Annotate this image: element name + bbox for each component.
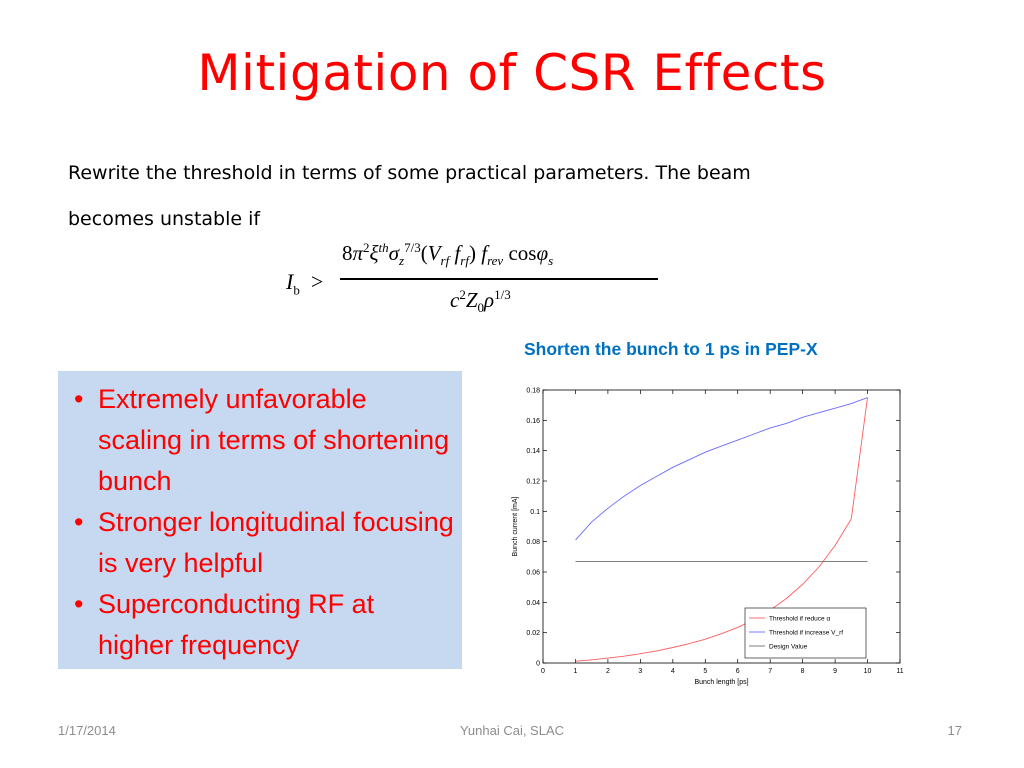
formula-lhs-subscript: b (293, 282, 300, 298)
bullet-dot: • (74, 384, 84, 414)
y-tick-label: 0.12 (526, 479, 540, 486)
bullet-item: • Superconducting RF at higher frequency (70, 584, 456, 666)
x-tick-label: 9 (833, 668, 837, 675)
y-tick-label: 0.1 (530, 509, 540, 516)
y-axis-label: Bunch current [mA] (512, 496, 519, 556)
x-tick-label: 8 (801, 668, 805, 675)
x-tick-label: 4 (671, 668, 675, 675)
formula-fraction-bar (340, 278, 658, 280)
x-tick-label: 5 (703, 668, 707, 675)
bullet-text: Superconducting RF at higher frequency (98, 589, 375, 660)
intro-line-1: Rewrite the threshold in terms of some p… (68, 162, 751, 184)
bullet-text: Stronger longitudinal focusing is very h… (98, 507, 454, 578)
chart-caption: Shorten the bunch to 1 ps in PEP-X (524, 339, 818, 359)
y-tick-label: 0.06 (526, 570, 540, 577)
footer-date: 1/17/2014 (58, 723, 116, 738)
threshold-formula: Ib > 8π2ξthσz7/3(Vrf frf) frev cosφs c2Z… (286, 236, 686, 326)
series-line-1 (575, 397, 868, 662)
x-tick-label: 6 (736, 668, 740, 675)
intro-text: Rewrite the threshold in terms of some p… (68, 150, 968, 242)
bullet-item: • Stronger longitudinal focusing is very … (70, 502, 456, 584)
y-tick-label: 0.14 (526, 448, 540, 455)
threshold-chart: 0 1 2 3 4 5 6 7 8 9 10 11 0 0.02 0.04 0.06 0.08 0.1 0.12 0.… (512, 388, 904, 687)
y-tick-label: 0.08 (526, 539, 540, 546)
x-axis-label: Bunch length [ps] (694, 679, 748, 686)
bullet-list: • Extremely unfavorable scaling in terms … (70, 379, 456, 666)
bullet-box: • Extremely unfavorable scaling in terms … (58, 371, 462, 669)
bullet-dot: • (74, 589, 84, 619)
legend-label: Design Value (769, 644, 808, 651)
bullet-text: Extremely unfavorable scaling in terms o… (98, 384, 450, 496)
x-tick-label: 1 (574, 668, 578, 675)
x-tick-label: 11 (896, 668, 903, 675)
y-tick-label: 0.04 (526, 600, 540, 607)
bullet-dot: • (74, 507, 84, 537)
y-tick-label: 0.16 (526, 418, 540, 425)
y-tick-label: 0.02 (526, 630, 540, 637)
x-tick-label: 0 (541, 668, 545, 675)
footer-page-number: 17 (947, 723, 962, 738)
footer-author: Yunhai Cai, SLAC (459, 723, 565, 738)
formula-lhs: Ib > (286, 269, 323, 298)
y-tick-label: 0.18 (526, 388, 540, 395)
series-line-2 (575, 397, 868, 541)
y-tick-label: 0 (536, 661, 540, 668)
slide-title: Mitigation of CSR Effects (197, 44, 827, 102)
x-tick-label: 7 (768, 668, 772, 675)
x-tick-label: 3 (638, 668, 642, 675)
x-tick-label: 2 (606, 668, 610, 675)
x-tick-label: 10 (864, 668, 872, 675)
legend-label: Threshold if reduce α (769, 616, 830, 623)
formula-lhs-symbol: I (286, 269, 294, 294)
formula-numerator: 8π2ξthσz7/3(Vrf frf) frev cosφs (342, 240, 554, 269)
formula-relation: > (310, 269, 324, 294)
legend-box (744, 607, 867, 659)
bullet-item: • Extremely unfavorable scaling in terms … (70, 379, 456, 502)
intro-line-2: becomes unstable if (68, 208, 261, 230)
formula-denominator: c2Z0ρ1/3 (450, 287, 511, 316)
legend-label: Threshold if increase V_rf (769, 630, 843, 637)
